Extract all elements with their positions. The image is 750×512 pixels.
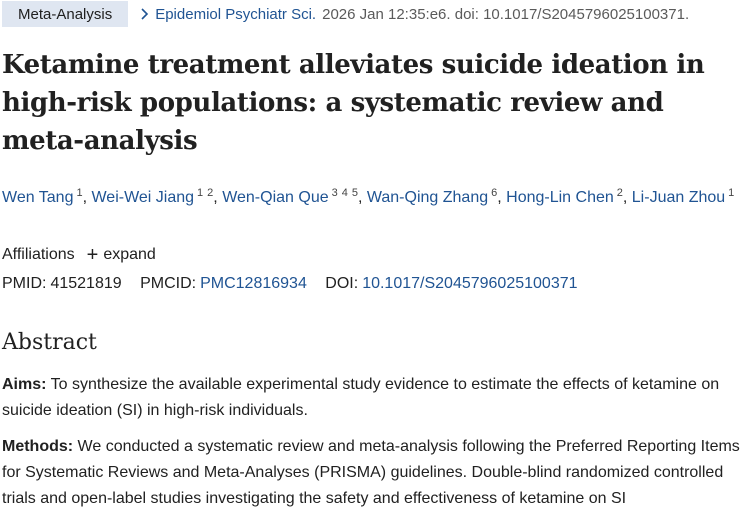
chevron-right-icon <box>141 8 149 20</box>
affiliation-marker[interactable]: 2 <box>207 187 214 199</box>
citation-text: 2026 Jan 12:35:e6. doi: 10.1017/S2045796… <box>322 5 690 23</box>
author-list: Wen Tang 1, Wei-Wei Jiang 1 2, Wen-Qian Que… <box>2 180 742 211</box>
plus-icon: + <box>86 244 99 266</box>
publication-type-badge[interactable]: Meta-Analysis <box>2 1 129 27</box>
journal-name: Epidemiol Psychiatr Sci. <box>155 5 317 23</box>
affiliation-marker[interactable]: 6 <box>491 187 498 199</box>
doi-label: DOI: <box>325 275 359 292</box>
pmcid-label: PMCID: <box>140 275 197 292</box>
author-separator: , <box>82 189 92 206</box>
expand-affiliations-button[interactable]: + expand <box>86 244 156 266</box>
author-link[interactable]: Wen-Qian Que <box>222 189 329 206</box>
methods-text: We conducted a systematic review and met… <box>2 438 740 507</box>
author-separator: , <box>213 189 223 206</box>
author-link[interactable]: Li-Juan Zhou <box>631 189 726 206</box>
doi-link[interactable]: 10.1017/S2045796025100371 <box>362 275 578 292</box>
abstract-methods: Methods: We conducted a systematic revie… <box>2 434 747 512</box>
affiliations-row: Affiliations + expand <box>2 244 156 266</box>
expand-label: expand <box>103 246 156 263</box>
abstract-aims: Aims: To synthesize the available experi… <box>2 372 747 424</box>
methods-label: Methods: <box>2 438 74 455</box>
aims-text: To synthesize the available experimental… <box>2 376 720 419</box>
author-separator: , <box>622 189 632 206</box>
journal-link[interactable]: Epidemiol Psychiatr Sci. <box>140 6 316 23</box>
abstract-heading: Abstract <box>2 330 97 355</box>
affiliation-marker[interactable]: 4 <box>341 187 348 199</box>
author-link[interactable]: Wan-Qing Zhang <box>366 189 489 206</box>
affiliation-marker[interactable]: 1 <box>197 187 204 199</box>
affiliations-label: Affiliations <box>2 246 75 263</box>
affiliation-marker[interactable]: 5 <box>351 187 358 199</box>
pmid-value: 41521819 <box>50 275 122 292</box>
author-link[interactable]: Wen Tang <box>2 189 74 206</box>
author-link[interactable]: Hong-Lin Chen <box>506 189 614 206</box>
aims-label: Aims: <box>2 376 47 393</box>
affiliation-marker[interactable]: 1 <box>728 187 735 199</box>
affiliation-marker[interactable]: 2 <box>616 187 623 199</box>
breadcrumb: Meta-Analysis Epidemiol Psychiatr Sci. 2… <box>0 0 750 28</box>
pmid-label: PMID: <box>2 275 47 292</box>
author-link[interactable]: Wei-Wei Jiang <box>91 189 195 206</box>
author-separator: , <box>357 189 367 206</box>
affiliation-marker[interactable]: 1 <box>76 187 83 199</box>
article-identifiers: PMID: 41521819 PMCID: PMC12816934 DOI: 10.1… <box>2 275 578 293</box>
author-separator: , <box>497 189 507 206</box>
affiliation-marker[interactable]: 3 <box>331 187 338 199</box>
pmcid-link[interactable]: PMC12816934 <box>200 275 307 292</box>
article-title: Ketamine treatment alleviates suicide id… <box>2 50 705 156</box>
